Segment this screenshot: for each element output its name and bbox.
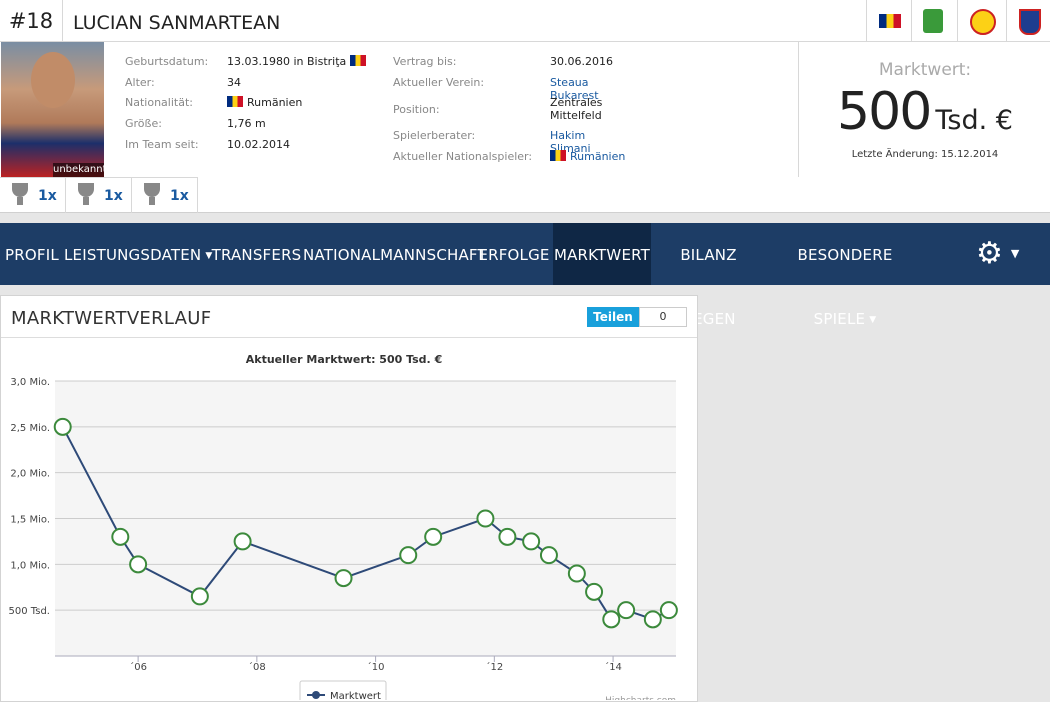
panel-title: MARKTWERTVERLAUF — [11, 308, 212, 329]
data-point — [190, 587, 209, 606]
settings-button[interactable]: ⚙ ▼ — [976, 236, 1020, 271]
club-logo[interactable] — [1006, 0, 1047, 41]
y-tick-label: 500 Tsd. — [9, 606, 50, 617]
title-bar: #18 LUCIAN SANMARTEAN — [0, 0, 1050, 42]
nav-item[interactable]: NATIONALMANNSCHAFT — [303, 246, 487, 264]
data-point — [567, 564, 586, 583]
data-point — [129, 555, 148, 574]
nav-item[interactable]: TRANSFERS — [211, 246, 302, 264]
market-value-amount: 500 — [837, 82, 932, 142]
data-point — [659, 601, 678, 620]
data-point — [399, 546, 418, 565]
profile-header: #18 LUCIAN SANMARTEAN unbekannt Marktwer… — [0, 0, 1050, 213]
data-point — [602, 610, 621, 629]
flag-icon[interactable] — [866, 0, 907, 41]
info-label: Alter: — [125, 76, 155, 89]
info-value: Rumänien — [227, 96, 302, 109]
info-label: Aktueller Verein: — [393, 76, 485, 89]
info-label: Nationalität: — [125, 96, 193, 109]
shirt-number: #18 — [0, 0, 63, 41]
y-tick-label: 2,0 Mio. — [10, 469, 50, 480]
federation-logo[interactable] — [957, 0, 1006, 41]
x-tick-label: ´08 — [248, 661, 266, 673]
chart-title: Aktueller Marktwert: 500 Tsd. € — [246, 353, 442, 366]
info-label: Größe: — [125, 117, 162, 130]
legend-label: Marktwert — [330, 691, 381, 700]
data-point — [111, 527, 130, 546]
data-point — [617, 601, 636, 620]
data-point — [585, 582, 604, 601]
share-count: 0 — [639, 307, 687, 327]
info-value[interactable]: Steaua Bukarest — [550, 76, 599, 102]
y-tick-label: 1,0 Mio. — [10, 560, 50, 571]
nav-item[interactable]: ERFOLGE — [478, 246, 550, 264]
data-point — [476, 509, 495, 528]
data-point — [233, 532, 252, 551]
nav-item[interactable]: BILANZ GEGEN — [680, 246, 737, 328]
info-label: Spielerberater: — [393, 129, 476, 142]
market-value-box: Marktwert: 500 Tsd. € Letzte Änderung: 1… — [798, 42, 1050, 177]
y-tick-label: 3,0 Mio. — [10, 377, 50, 388]
player-name: LUCIAN SANMARTEAN — [73, 12, 281, 34]
info-label: Im Team seit: — [125, 138, 199, 151]
data-point — [334, 569, 353, 588]
info-label: Vertrag bis: — [393, 55, 457, 68]
trophy-count: 1x — [104, 188, 123, 204]
info-value: Zentrales Mittelfeld — [550, 96, 603, 122]
trophy[interactable]: 1x — [0, 177, 66, 213]
y-tick-label: 2,5 Mio. — [10, 423, 50, 434]
nav-item[interactable]: LEISTUNGSDATEN ▼ — [64, 246, 213, 264]
market-value-unit: Tsd. € — [935, 105, 1013, 136]
league-logo[interactable] — [911, 0, 952, 41]
info-value: 10.02.2014 — [227, 138, 290, 151]
data-point — [498, 527, 517, 546]
market-value: 500 Tsd. € — [799, 82, 1050, 142]
nav-item[interactable]: MARKTWERT — [553, 223, 651, 285]
nav-bar: ⚙ ▼ PROFIL LEISTUNGSDATEN ▼ TRANSFERS NATIONA… — [0, 223, 1050, 328]
info-value[interactable]: Rumänien — [550, 150, 670, 163]
data-point — [643, 610, 662, 629]
legend-marker — [312, 691, 320, 699]
nav-item[interactable]: PROFIL — [5, 246, 59, 264]
x-tick-label: ´06 — [129, 661, 147, 673]
info-value: 30.06.2016 — [550, 55, 613, 68]
market-value-updated: Letzte Änderung: 15.12.2014 — [851, 149, 999, 160]
market-value-label: Marktwert: — [878, 60, 972, 80]
chart: Aktueller Marktwert: 500 Tsd. € 500 Tsd. 1… — [9, 353, 678, 700]
x-tick-label: ´12 — [485, 661, 503, 673]
y-tick-label: 1,5 Mio. — [10, 515, 50, 526]
data-point — [539, 546, 558, 565]
data-point — [424, 527, 443, 546]
info-label: Aktueller Nationalspieler: — [393, 150, 533, 163]
info-value: 1,76 m — [227, 117, 266, 130]
share-button[interactable]: Teilen — [587, 307, 639, 327]
nav-item[interactable]: BESONDERE SPIELE ▼ — [797, 246, 893, 328]
photo-caption: unbekannt — [53, 163, 107, 177]
trophy[interactable]: 1x — [132, 177, 198, 213]
data-point — [53, 417, 72, 436]
chart-credit: Highcharts.com — [605, 696, 676, 700]
player-photo: unbekannt — [1, 42, 107, 177]
x-tick-label: ´14 — [604, 661, 622, 673]
trophy-count: 1x — [38, 188, 57, 204]
info-value: 34 — [227, 76, 241, 89]
info-label: Geburtsdatum: — [125, 55, 209, 68]
trophy-count: 1x — [170, 188, 189, 204]
data-point — [522, 532, 541, 551]
x-tick-label: ´10 — [367, 661, 385, 673]
info-label: Position: — [393, 103, 440, 116]
trophy[interactable]: 1x — [66, 177, 132, 213]
info-value: 13.03.1980 in Bistriţa — [227, 55, 367, 68]
